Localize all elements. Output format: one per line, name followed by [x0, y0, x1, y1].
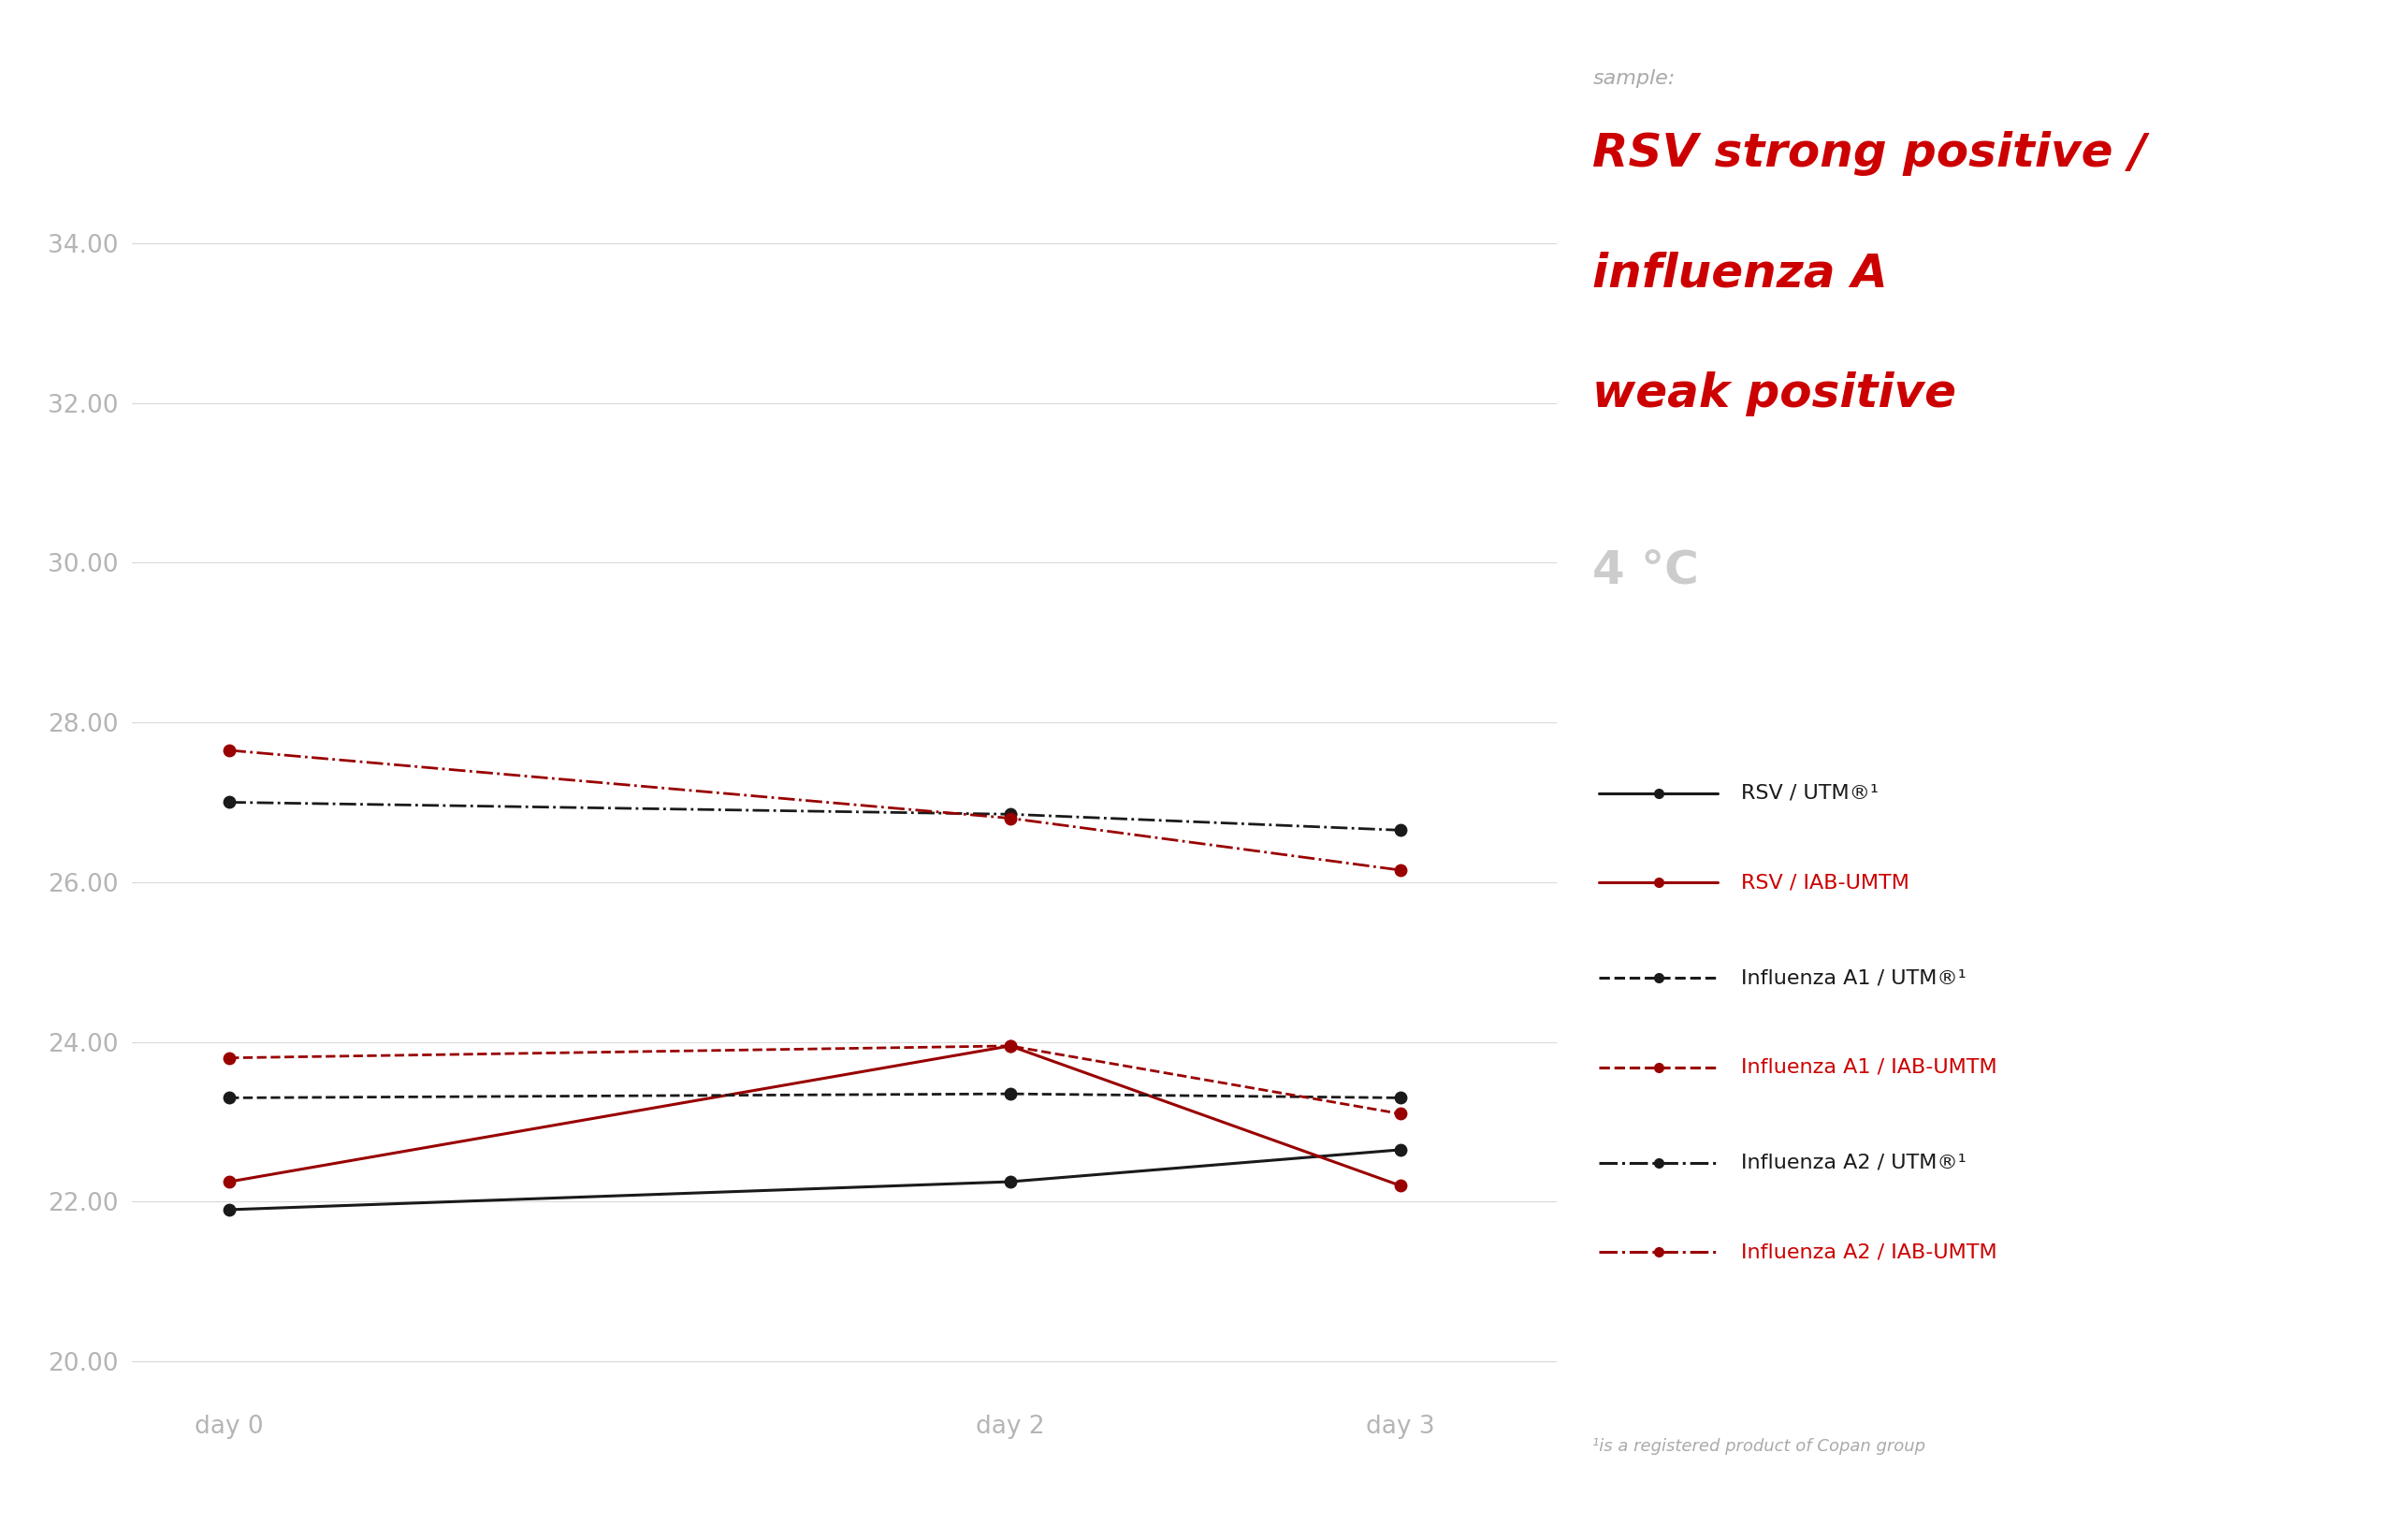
Text: Influenza A1 / UTM®¹: Influenza A1 / UTM®¹	[1741, 969, 1966, 987]
Text: ¹is a registered product of Copan group: ¹is a registered product of Copan group	[1593, 1438, 1926, 1455]
Text: influenza A: influenza A	[1593, 251, 1887, 296]
Text: weak positive: weak positive	[1593, 371, 1957, 416]
Text: RSV / UTM®¹: RSV / UTM®¹	[1741, 784, 1878, 802]
Text: Influenza A1 / IAB-UΜTM: Influenza A1 / IAB-UΜTM	[1741, 1058, 1997, 1076]
Text: Influenza A2 / IAB-UΜTM: Influenza A2 / IAB-UΜTM	[1741, 1243, 1997, 1261]
Text: Influenza A2 / UTM®¹: Influenza A2 / UTM®¹	[1741, 1153, 1966, 1172]
Text: sample:: sample:	[1593, 69, 1676, 88]
Text: 4 °C: 4 °C	[1593, 548, 1698, 593]
Text: RSV strong positive /: RSV strong positive /	[1593, 131, 2146, 176]
Text: RSV / IAB-UΜTM: RSV / IAB-UΜTM	[1741, 873, 1909, 892]
